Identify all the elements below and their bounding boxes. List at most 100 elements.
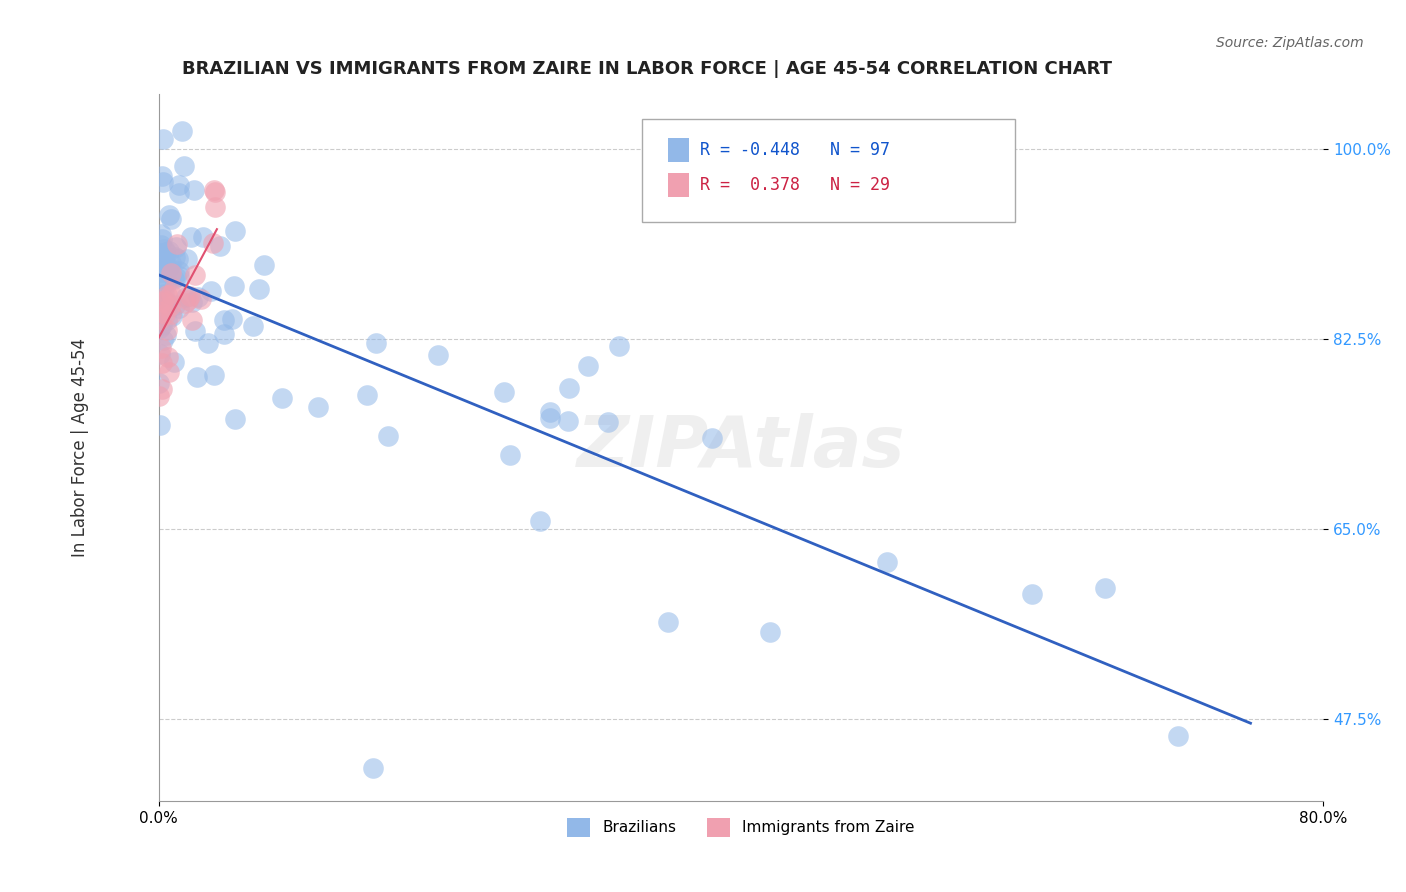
Point bbox=[150, 356, 173, 370]
Point bbox=[214, 326, 236, 341]
Point bbox=[208, 239, 231, 253]
Point bbox=[160, 307, 183, 321]
Point bbox=[169, 301, 191, 316]
Point bbox=[153, 242, 176, 256]
Point bbox=[176, 252, 198, 266]
Point bbox=[157, 207, 180, 221]
Point bbox=[180, 229, 202, 244]
Point bbox=[187, 290, 209, 304]
Point bbox=[150, 247, 173, 261]
Point bbox=[607, 339, 630, 353]
Point bbox=[247, 282, 270, 296]
Point bbox=[191, 230, 214, 244]
Point bbox=[173, 159, 195, 173]
Point bbox=[157, 350, 180, 364]
Point bbox=[157, 365, 180, 379]
Point bbox=[152, 277, 174, 291]
Point bbox=[156, 299, 179, 313]
Point bbox=[157, 261, 180, 276]
Point bbox=[159, 260, 181, 274]
Point bbox=[180, 313, 202, 327]
Point bbox=[149, 309, 172, 323]
Point bbox=[150, 318, 173, 332]
Text: R =  0.378   N = 29: R = 0.378 N = 29 bbox=[700, 176, 890, 194]
Point bbox=[155, 260, 177, 275]
Point bbox=[155, 244, 177, 259]
Point bbox=[242, 319, 264, 334]
Point bbox=[150, 265, 173, 279]
FancyBboxPatch shape bbox=[668, 137, 689, 161]
Point bbox=[150, 383, 173, 397]
Point bbox=[557, 414, 579, 428]
Point bbox=[224, 411, 246, 425]
Point bbox=[149, 321, 172, 335]
Point bbox=[224, 224, 246, 238]
Point bbox=[162, 272, 184, 286]
Point bbox=[181, 294, 204, 309]
Point bbox=[377, 429, 399, 443]
Point bbox=[499, 448, 522, 462]
FancyBboxPatch shape bbox=[668, 173, 689, 197]
Point bbox=[149, 227, 172, 241]
Legend: Brazilians, Immigrants from Zaire: Brazilians, Immigrants from Zaire bbox=[561, 812, 921, 843]
Point bbox=[155, 327, 177, 342]
Point bbox=[152, 294, 174, 309]
Point bbox=[538, 411, 561, 425]
Point bbox=[160, 287, 183, 301]
Point bbox=[149, 304, 172, 318]
Point bbox=[222, 278, 245, 293]
Point bbox=[159, 299, 181, 313]
Point bbox=[529, 514, 551, 528]
Point bbox=[152, 286, 174, 301]
Point bbox=[156, 323, 179, 337]
Point bbox=[152, 132, 174, 146]
Point bbox=[149, 312, 172, 326]
Point bbox=[759, 625, 782, 640]
Point bbox=[184, 324, 207, 338]
Point bbox=[156, 274, 179, 288]
Point bbox=[221, 312, 243, 326]
Point bbox=[1094, 581, 1116, 595]
Point bbox=[183, 268, 205, 282]
Point bbox=[160, 309, 183, 323]
Point bbox=[163, 298, 186, 312]
Point bbox=[576, 359, 599, 374]
Point bbox=[148, 389, 170, 403]
Point bbox=[1167, 729, 1189, 743]
Point bbox=[167, 178, 190, 192]
Point bbox=[149, 246, 172, 260]
Point bbox=[179, 289, 201, 303]
Point bbox=[202, 183, 225, 197]
Point bbox=[183, 183, 205, 197]
Point bbox=[149, 238, 172, 252]
Point bbox=[176, 293, 198, 308]
Point bbox=[200, 285, 222, 299]
Point bbox=[364, 335, 387, 350]
Point bbox=[148, 376, 170, 391]
Point bbox=[167, 252, 190, 266]
Point bbox=[152, 294, 174, 309]
Point bbox=[167, 264, 190, 278]
Point bbox=[152, 333, 174, 347]
Point bbox=[271, 391, 294, 405]
Point bbox=[152, 175, 174, 189]
Point bbox=[166, 237, 188, 252]
Point bbox=[204, 185, 226, 199]
Point bbox=[253, 258, 276, 272]
Text: ZIPAtlas: ZIPAtlas bbox=[576, 413, 905, 483]
Point bbox=[363, 761, 385, 775]
Point bbox=[204, 200, 226, 214]
Point bbox=[197, 335, 219, 350]
Point bbox=[1021, 587, 1043, 601]
Point bbox=[174, 290, 197, 304]
Point bbox=[165, 270, 187, 285]
Text: Source: ZipAtlas.com: Source: ZipAtlas.com bbox=[1216, 36, 1364, 50]
Point bbox=[190, 292, 212, 306]
Point bbox=[657, 615, 679, 629]
Point bbox=[492, 385, 515, 400]
Point bbox=[876, 555, 898, 569]
Point bbox=[159, 266, 181, 280]
Point bbox=[172, 124, 194, 138]
Point bbox=[700, 431, 723, 445]
Point bbox=[155, 259, 177, 273]
